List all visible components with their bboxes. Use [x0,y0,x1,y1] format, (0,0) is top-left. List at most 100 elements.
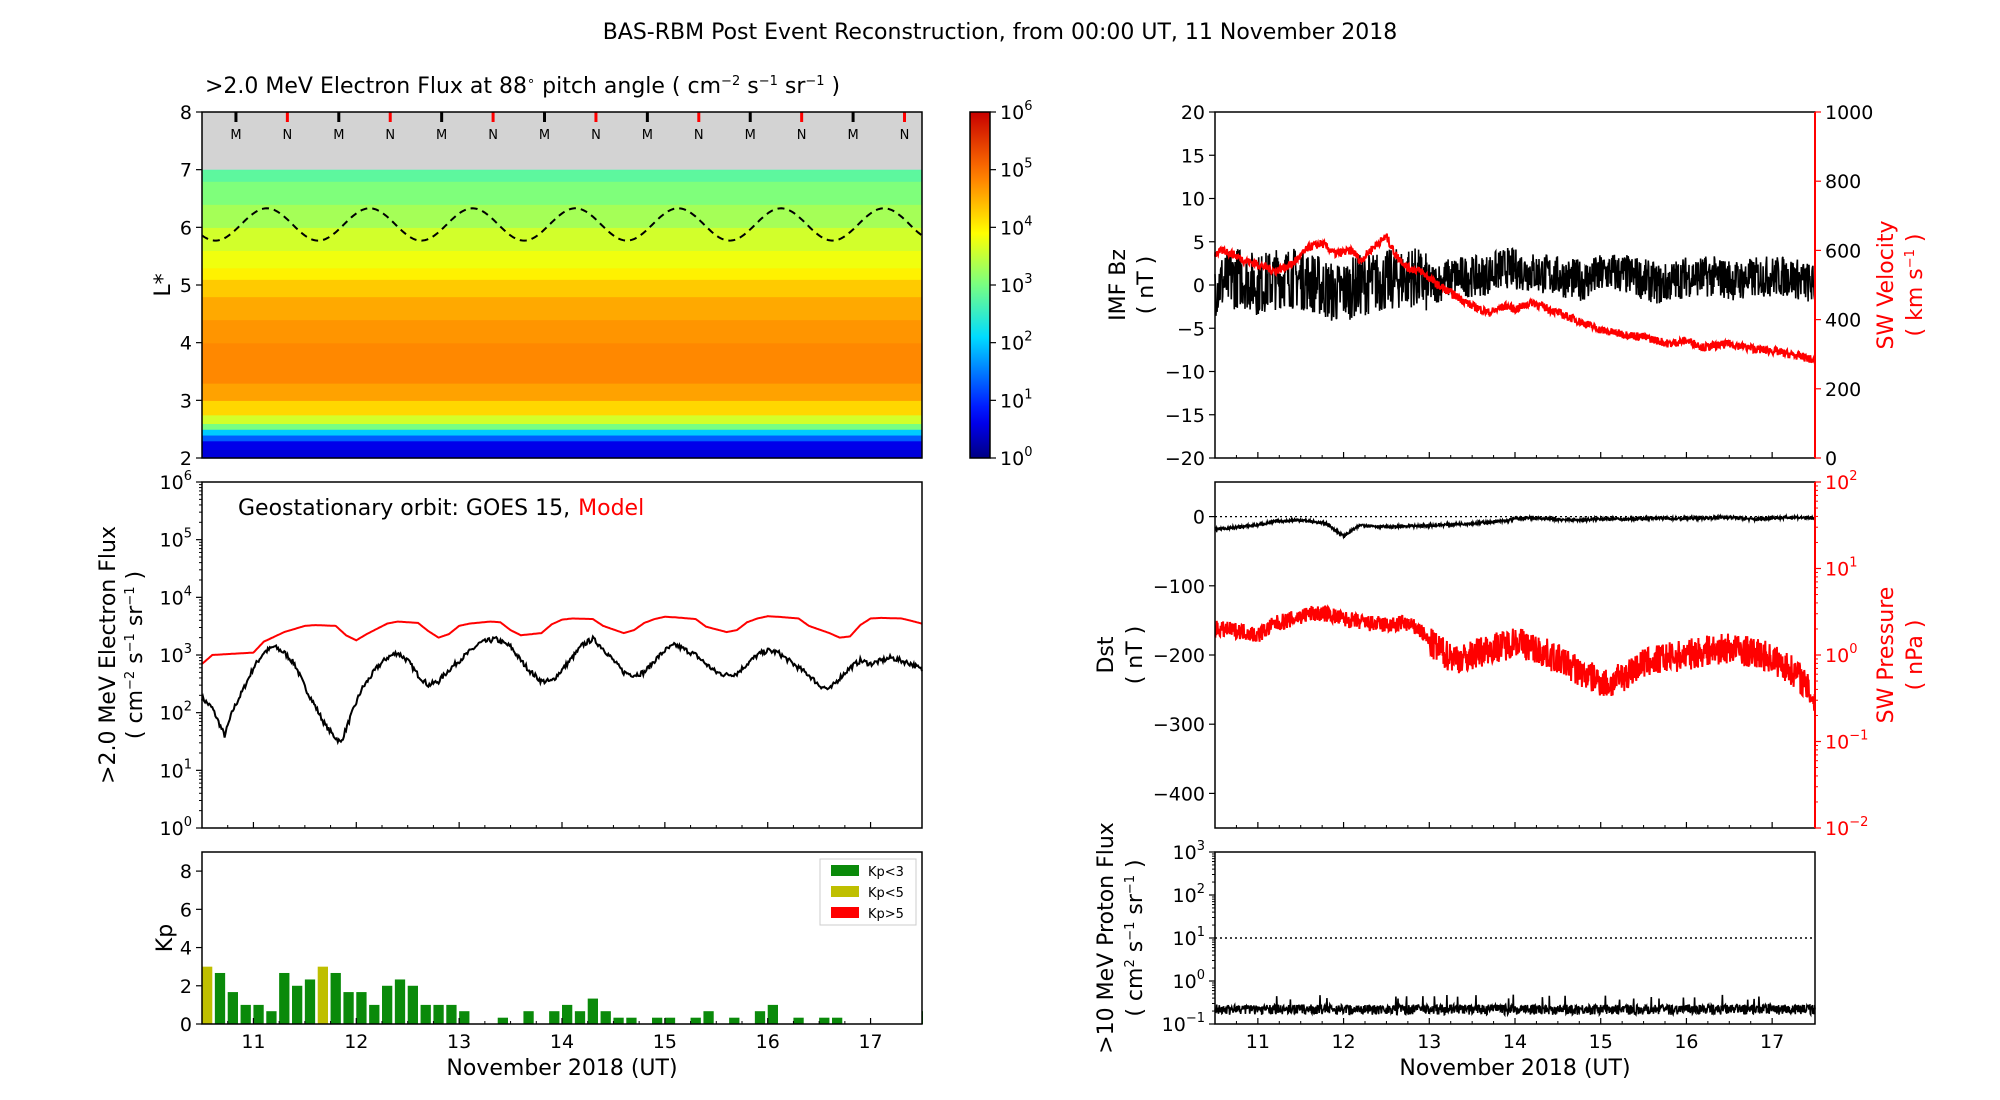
log-tick-label: 102 [160,700,192,725]
kp-bar [420,1004,431,1024]
y-tick-label: 0 [1193,507,1205,529]
kp-bar [497,1017,508,1024]
flux-map-y-ticks: 2 3 4 5 6 7 8 [180,102,202,470]
imf-right-spine [1814,112,1816,458]
kp-bar [304,979,316,1024]
y-tick-label: 20 [1181,102,1205,124]
mn-label: N [488,128,498,143]
proton-x-ticks: 11 12 13 14 15 16 17 [1235,1018,1784,1053]
heatmap-row [202,429,922,436]
x-tick-label: 13 [447,1031,471,1053]
kp-bar [317,966,328,1024]
imf-ylabel-unit: ( nT ) [1134,256,1159,315]
colorbar-tick-label: 102 [1000,330,1032,355]
kp-bar [523,1011,534,1024]
kp-bar [600,1011,611,1024]
kp-panel: 0 2 4 6 8 11 12 13 14 15 16 17 Kp November 2018 (U… [153,851,923,1081]
model-legend-label: Model [578,496,644,521]
log-tick-label: 10−1 [1162,1011,1205,1036]
y-tick-label: 6 [180,217,192,239]
imf-y2-ticks: 0 200 400 600 800 1000 [1815,102,1873,470]
flux-map-title: >2.0 MeV Electron Flux at 88∘ pitch angl… [205,74,840,99]
kp-bar [266,1011,277,1024]
kp-legend-swatch-low [831,865,859,876]
heatmap-row [202,319,922,344]
sw-pressure-label: SW Pressure [1874,587,1899,724]
heatmap-row [202,414,922,424]
log-tick-label: 102 [1173,882,1205,907]
kp-y-ticks: 0 2 4 6 8 [180,861,202,1036]
kp-ylabel: Kp [153,924,178,952]
y-tick-label: 2 [180,448,192,470]
heatmap-row [202,434,922,442]
log-tick-label: 101 [1825,556,1857,581]
x-tick-label: 17 [858,1031,882,1053]
kp-bar [562,1004,573,1024]
kp-bar [613,1017,624,1024]
kp-bar [767,1004,778,1024]
proton-flux-line [1214,994,1816,1018]
flux-heatmap [202,169,922,459]
proton-y-ticks: 10−1 100 101 102 103 [1162,839,1215,1036]
heatmap-row [202,250,922,269]
kp-x-ticks: 11 12 13 14 15 16 17 [227,1018,883,1053]
kp-bar [446,1004,457,1024]
imf-bz-line [1214,247,1816,321]
x-tick-label: 12 [1331,1031,1355,1053]
proton-xlabel: November 2018 (UT) [1399,1056,1630,1081]
geo-flux-plot-area [201,615,923,746]
y-tick-label: 6 [180,899,192,921]
y-tick-label: 8 [180,102,192,124]
l-star-mask [202,112,922,170]
imf-y-ticks: −20 −15 −10 −5 0 5 10 15 20 [1165,102,1215,470]
x-tick-label: 15 [1589,1031,1613,1053]
y-tick-label: 0 [1193,275,1205,297]
log-tick-label: 102 [1825,469,1857,494]
kp-legend-swatch-high [831,907,859,918]
kp-legend-swatch-mid [831,886,859,897]
log-tick-label: 105 [160,527,192,552]
dst-ylabel-unit: ( nT ) [1123,626,1148,685]
heatmap-row [202,227,922,251]
y2-tick-label: 400 [1825,310,1861,332]
kp-bar [832,1017,843,1024]
kp-bar [690,1017,701,1024]
heatmap-row [202,267,922,280]
kp-bar [214,972,226,1024]
colorbar-ticks: 100 101 102 103 104 105 106 [990,99,1032,470]
kp-bar [382,985,393,1024]
kp-bar [664,1017,676,1024]
kp-bar [652,1017,663,1024]
sw-velocity-line [1214,233,1816,364]
mn-label: M [436,128,447,143]
heatmap-row [202,342,922,367]
x-tick-label: 16 [756,1031,780,1053]
y-tick-label: 4 [180,938,192,960]
log-tick-label: 101 [160,757,192,782]
log-tick-label: 10−1 [1825,729,1868,754]
figure-title: BAS-RBM Post Event Reconstruction, from … [603,20,1398,45]
kp-bar [793,1017,804,1024]
y-tick-label: −20 [1165,448,1205,470]
flux-map-ylabel: L* [151,273,176,296]
colorbar [969,111,991,459]
heatmap-row [202,400,922,416]
imf-panel: −20 −15 −10 −5 0 5 10 15 20 0 200 400 600 800 1000 IM… [1106,102,1928,470]
kp-bars [202,966,923,1024]
proton-ylabel: >10 MeV Proton Flux [1094,822,1119,1054]
kp-bar [626,1017,637,1024]
kp-legend-low: Kp<3 [868,865,904,880]
geo-flux-panel: 100 101 102 103 104 105 106 Geostationary orbi… [96,469,923,840]
kp-bar [459,1011,470,1024]
heatmap-row [202,440,922,450]
log-tick-label: 100 [1825,642,1857,667]
mn-label: M [847,128,858,143]
geo-flux-y-ticks: 100 101 102 103 104 105 106 [160,469,202,840]
mn-label: N [797,128,807,143]
mn-label: N [283,128,293,143]
sw-pressure-unit: ( nPa ) [1903,620,1928,691]
kp-bar [369,1004,380,1024]
heatmap-row [202,383,922,401]
dst-y-ticks: −400 −300 −200 −100 0 [1153,507,1215,805]
kp-legend-mid: Kp<5 [868,886,904,901]
